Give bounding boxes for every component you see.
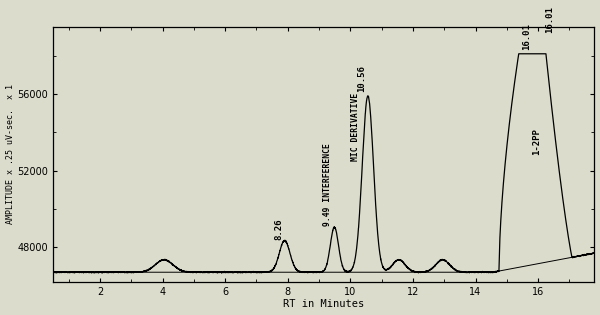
Text: MIC DERIVATIVE: MIC DERIVATIVE bbox=[350, 93, 359, 161]
Text: 16.01: 16.01 bbox=[545, 6, 554, 33]
Text: 16.01: 16.01 bbox=[522, 23, 531, 50]
Y-axis label: AMPLITUDE x .25 uV-sec.  x 1: AMPLITUDE x .25 uV-sec. x 1 bbox=[5, 84, 14, 224]
Text: 1-2PP: 1-2PP bbox=[532, 129, 541, 155]
Text: 8.26: 8.26 bbox=[275, 219, 284, 240]
Text: 9.49 INTERFERENCE: 9.49 INTERFERENCE bbox=[323, 143, 332, 226]
X-axis label: RT in Minutes: RT in Minutes bbox=[283, 300, 364, 309]
Text: 10.56: 10.56 bbox=[357, 65, 366, 92]
